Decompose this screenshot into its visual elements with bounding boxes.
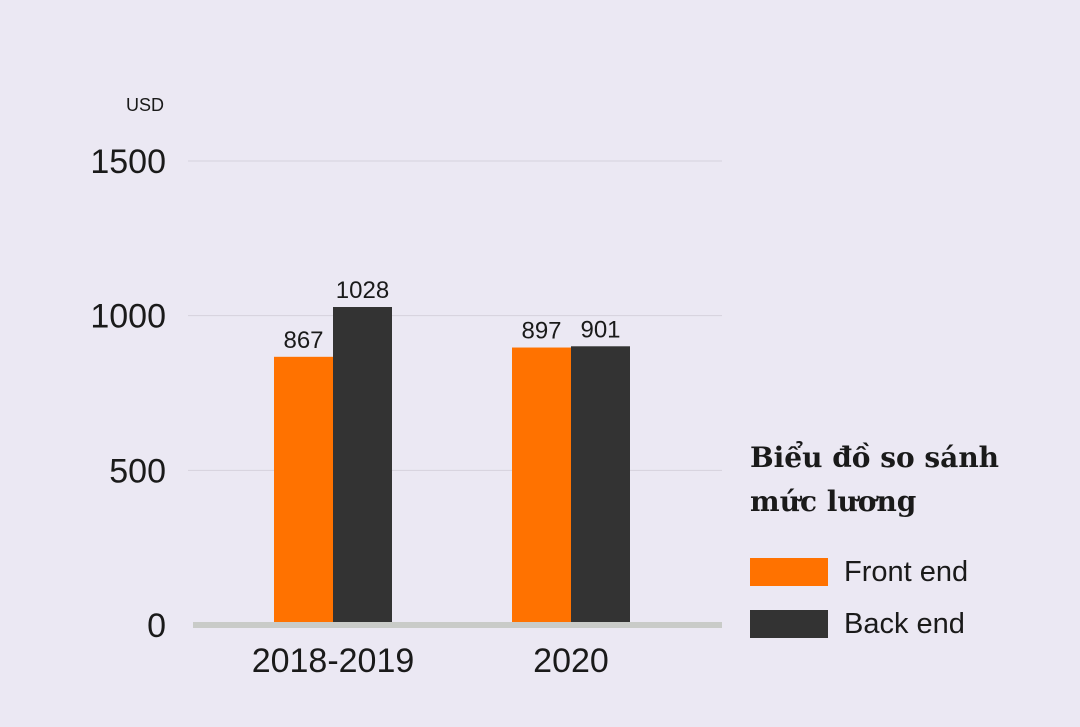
x-axis-baseline <box>193 622 722 628</box>
data-label-back-end-0: 1028 <box>336 277 389 304</box>
data-label-front-end-0: 867 <box>283 327 323 354</box>
legend-label-front-end: Front end <box>844 555 969 588</box>
bar-back-end-0 <box>333 307 392 625</box>
y-tick-label-500: 500 <box>109 452 166 490</box>
y-tick-label-0: 0 <box>147 607 166 645</box>
y-tick-label-1000: 1000 <box>90 298 166 336</box>
x-tick-label-1: 2020 <box>533 642 609 680</box>
legend: Front end Back end <box>750 546 968 650</box>
data-label-front-end-1: 897 <box>521 318 561 345</box>
bar-front-end-0 <box>274 356 333 625</box>
legend-swatch-front-end <box>750 558 828 586</box>
y-unit-label: USD <box>126 95 164 115</box>
bar-front-end-1 <box>512 347 571 625</box>
bar-back-end-1 <box>571 346 630 625</box>
data-label-back-end-1: 901 <box>580 316 620 343</box>
y-tick-label-1500: 1500 <box>90 143 166 181</box>
legend-label-back-end: Back end <box>844 607 965 640</box>
legend-item-back-end: Back end <box>750 598 968 650</box>
x-tick-label-0: 2018-2019 <box>252 642 415 680</box>
chart-title: Biểu đồ so sánh mức lương <box>750 441 1000 518</box>
legend-item-front-end: Front end <box>750 546 968 598</box>
legend-swatch-back-end <box>750 610 828 638</box>
